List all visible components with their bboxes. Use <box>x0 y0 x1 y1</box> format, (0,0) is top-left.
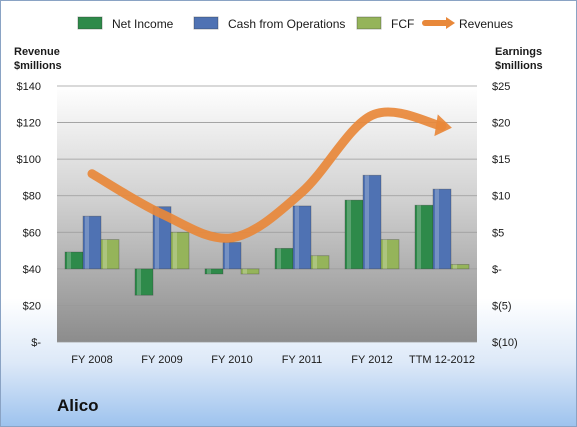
left-tick-label: $20 <box>23 300 41 312</box>
revenue-line-layer <box>87 107 452 243</box>
bar-highlight <box>155 206 159 269</box>
legend-arrow-revenues <box>446 17 455 29</box>
bar-highlight <box>225 242 229 269</box>
x-tick-label: FY 2011 <box>282 354 323 366</box>
right-tick-label: $(5) <box>492 300 512 312</box>
bar-highlight <box>295 205 299 269</box>
x-tick-label: FY 2009 <box>141 354 182 366</box>
bar-fcf <box>100 239 120 270</box>
legend-label: FCF <box>391 17 414 31</box>
right-tick-label: $(10) <box>492 337 518 349</box>
legend-label: Revenues <box>459 17 513 31</box>
right-tick-label: $25 <box>492 81 510 93</box>
legend-swatch-net-income <box>77 16 103 30</box>
bar-highlight <box>347 200 351 269</box>
bar-fcf <box>310 255 330 270</box>
bar-highlight <box>103 239 107 269</box>
bar-cash-from-operations <box>292 205 312 270</box>
right-tick-label: $15 <box>492 154 510 166</box>
bar-highlight <box>365 175 369 269</box>
bar-fcf <box>240 268 260 275</box>
legend-swatch-cash-from-operations <box>193 16 219 30</box>
legend: Net Income Cash from Operations FCF Revenue… <box>77 16 513 31</box>
bar-highlight <box>435 189 439 269</box>
left-tick-label: $80 <box>23 191 41 203</box>
left-tick-label: $140 <box>17 81 41 93</box>
tick-labels: $- $20 $40 $60 $80 $100 $120 $140 $(10) $(5) $- $5 $… <box>17 81 518 366</box>
bar-net-income <box>204 268 224 275</box>
x-tick-label: FY 2008 <box>71 354 112 366</box>
bar-highlight <box>243 268 247 274</box>
left-tick-label: $40 <box>23 264 41 276</box>
x-tick-label: FY 2012 <box>351 354 392 366</box>
legend-label: Net Income <box>112 17 174 31</box>
revenue-line <box>87 107 447 243</box>
bar-highlight <box>137 268 141 296</box>
right-tick-label: $5 <box>492 227 504 239</box>
revenue-arrowhead <box>434 114 452 137</box>
bar-highlight <box>383 239 387 269</box>
right-tick-label: $10 <box>492 191 510 203</box>
left-tick-label: $100 <box>17 154 41 166</box>
bar-highlight <box>277 248 281 269</box>
right-axis-title: $millions <box>495 60 543 72</box>
bar-highlight <box>173 232 177 269</box>
bar-cash-from-operations <box>222 242 242 270</box>
legend-label: Cash from Operations <box>228 17 345 31</box>
plot-area <box>57 86 477 342</box>
x-tick-label: FY 2010 <box>211 354 252 366</box>
bar-highlight <box>453 264 457 269</box>
left-axis-title: $millions <box>14 60 62 72</box>
bars <box>64 174 470 296</box>
bar-highlight <box>85 216 89 269</box>
bar-highlight <box>313 255 317 269</box>
right-axis-title: Earnings <box>495 46 542 58</box>
bar-highlight <box>207 268 211 274</box>
legend-swatch-fcf <box>356 16 382 30</box>
right-tick-label: $20 <box>492 118 510 130</box>
left-tick-label: $120 <box>17 118 41 130</box>
bar-cash-from-operations <box>432 188 452 270</box>
left-tick-label: $- <box>31 337 41 349</box>
bar-net-income <box>134 268 154 296</box>
bar-highlight <box>67 252 71 269</box>
bar-fcf <box>450 264 470 270</box>
bar-highlight <box>417 205 421 269</box>
right-tick-label: $- <box>492 264 502 276</box>
axis-titles: Revenue $millions Earnings $millions <box>14 46 543 72</box>
bar-cash-from-operations <box>362 174 382 270</box>
company-name: Alico <box>57 396 99 415</box>
left-tick-label: $60 <box>23 227 41 239</box>
bar-fcf <box>380 239 400 270</box>
x-tick-label: TTM 12-2012 <box>409 354 475 366</box>
left-axis-title: Revenue <box>14 46 60 58</box>
bar-fcf <box>170 231 190 270</box>
